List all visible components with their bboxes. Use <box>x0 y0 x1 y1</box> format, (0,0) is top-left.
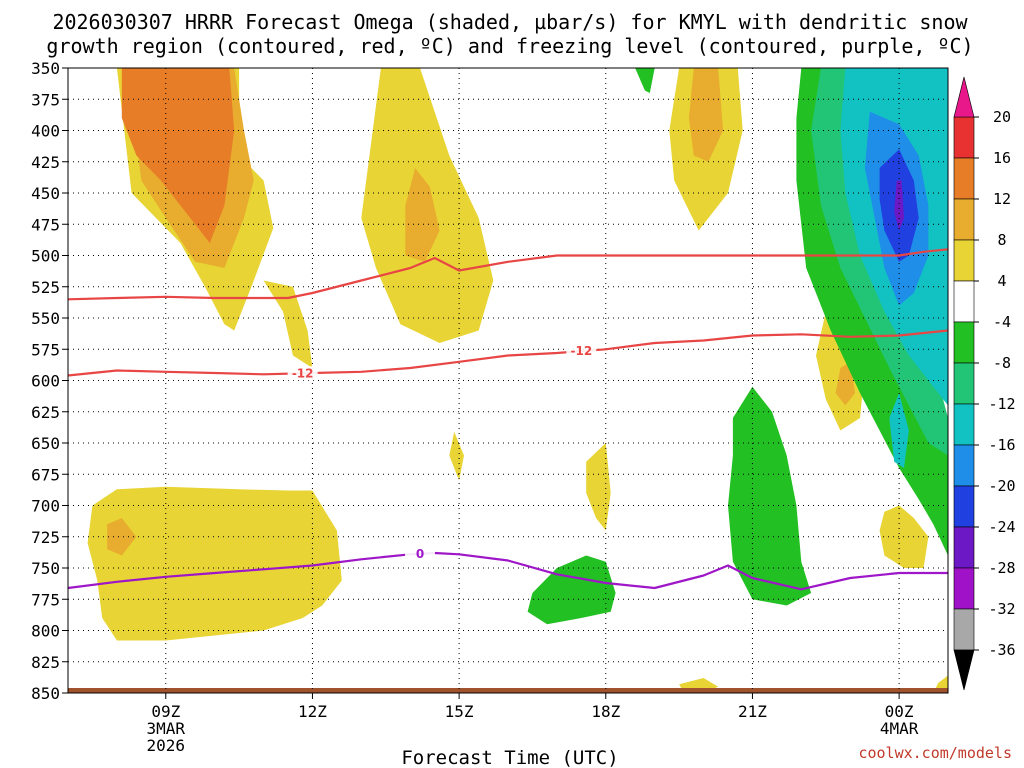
pressure-axis: 350 375 400 425 450 475 500 525 550 575 600 625 650 6… <box>31 59 68 703</box>
x-tick-label-09Z: 09Z <box>151 702 180 721</box>
colorbar-bin-16_20 <box>953 116 975 159</box>
omega-region-m28_m24-0 <box>894 180 904 231</box>
y-tick-label-750: 750 <box>31 559 60 578</box>
y-tick-label-550: 550 <box>31 309 60 328</box>
y-tick-label-600: 600 <box>31 372 60 391</box>
y-tick-label-575: 575 <box>31 340 60 359</box>
y-tick-label-475: 475 <box>31 215 60 234</box>
y-tick-label-425: 425 <box>31 153 60 172</box>
omega-region-m8_m4-1 <box>527 555 616 625</box>
y-tick-label-775: 775 <box>31 590 60 609</box>
omega-region-4_8-5 <box>586 443 611 531</box>
colorbar-bin-12_16 <box>953 157 975 200</box>
y-tick-label-400: 400 <box>31 122 60 141</box>
omega-region-8_12-2 <box>688 68 724 162</box>
contour-label-1-1: -12 <box>570 344 592 358</box>
omega-region-8_12-1 <box>405 168 440 262</box>
colorbar-bottom-triangle <box>953 649 975 691</box>
colorbar-label-16: 16 <box>993 149 1011 167</box>
title-line-1: 2026030307 HRRR Forecast Omega (shaded, … <box>52 10 968 34</box>
colorbar-label--20: -20 <box>988 477 1015 495</box>
contour-line-1 <box>67 329 949 377</box>
colorbar-top-triangle <box>953 76 975 118</box>
colorbar-label--32: -32 <box>988 600 1015 618</box>
omega-region-m8_m4-2 <box>728 386 812 606</box>
colorbar-bin-8_12 <box>953 198 975 241</box>
omega-region-8_12-3 <box>835 361 856 406</box>
colorbar-label-4: 4 <box>997 272 1006 290</box>
x-axis-label: Forecast Time (UTC) <box>401 747 618 768</box>
omega-region-8_12-4 <box>107 518 137 556</box>
colorbar-bin-m24_m20 <box>953 485 975 528</box>
y-tick-label-825: 825 <box>31 653 60 672</box>
colorbar-label--28: -28 <box>988 559 1015 577</box>
contour-label-bg-2-0 <box>405 546 435 561</box>
y-tick-label-450: 450 <box>31 184 60 203</box>
x-tick-label-12Z: 12Z <box>298 702 327 721</box>
colorbar-bin-4_8 <box>953 239 975 282</box>
omega-region-4_8-2 <box>263 280 313 368</box>
shaded-omega-layer <box>68 68 948 693</box>
colorbar-label-12: 12 <box>993 190 1011 208</box>
contour-lines: -12 -12 0 <box>67 248 949 591</box>
y-tick-label-850: 850 <box>31 684 60 703</box>
credit-text: coolwx.com/models <box>858 744 1012 762</box>
contour-line-2 <box>67 551 948 591</box>
y-tick-label-650: 650 <box>31 434 60 453</box>
x-tick-date-09Z: 3MAR <box>147 719 186 738</box>
omega-region-4_8-4 <box>449 431 464 481</box>
colorbar-label--12: -12 <box>988 395 1015 413</box>
colorbar-label--36: -36 <box>988 641 1015 659</box>
y-tick-label-625: 625 <box>31 403 60 422</box>
y-tick-label-700: 700 <box>31 497 60 516</box>
chart-title: 2026030307 HRRR Forecast Omega (shaded, … <box>46 10 973 58</box>
ground-strip <box>68 688 948 693</box>
colorbar-bin-m36_m32 <box>953 608 975 651</box>
colorbar-label--8: -8 <box>993 354 1011 372</box>
x-tick-year-09Z: 2026 <box>147 736 186 755</box>
x-tick-label-00Z: 00Z <box>885 702 914 721</box>
y-tick-label-725: 725 <box>31 528 60 547</box>
contour-label-1-0: -12 <box>292 366 314 380</box>
colorbar-label--4: -4 <box>993 313 1011 331</box>
colorbar-legend: 20 16 12 8 4 -4 -8 -12 -16 -20 -24 -28 -32 -36 <box>953 76 1016 691</box>
title-line-2: growth region (contoured, red, ºC) and f… <box>46 34 973 58</box>
colorbar-label-20: 20 <box>993 108 1011 126</box>
y-tick-label-500: 500 <box>31 247 60 266</box>
x-tick-label-15Z: 15Z <box>445 702 474 721</box>
omega-region-m16_m12-1 <box>889 393 909 468</box>
contour-label-bg-1-0 <box>287 366 318 381</box>
y-tick-label-375: 375 <box>31 90 60 109</box>
colorbar-label--16: -16 <box>988 436 1015 454</box>
y-tick-label-350: 350 <box>31 59 60 78</box>
y-tick-label-675: 675 <box>31 465 60 484</box>
colorbar-label--24: -24 <box>988 518 1015 536</box>
colorbar-bin-m20_m16 <box>953 444 975 487</box>
colorbar-bin-m32_m28 <box>953 567 975 610</box>
colorbar-bin-m28_m24 <box>953 526 975 569</box>
colorbar-bin-m4_4 <box>953 280 975 323</box>
omega-region-4_8-8 <box>87 486 342 641</box>
omega-region-12_16-0 <box>121 68 235 243</box>
y-tick-label-800: 800 <box>31 622 60 641</box>
colorbar-bin-m12_m8 <box>953 362 975 405</box>
colorbar-bin-m8_m4 <box>953 321 975 364</box>
colorbar-bin-m16_m12 <box>953 403 975 446</box>
contour-label-2-0: 0 <box>416 547 424 561</box>
dotted-grid <box>68 68 948 693</box>
x-tick-label-18Z: 18Z <box>591 702 620 721</box>
colorbar-label-8: 8 <box>997 231 1006 249</box>
contour-label-bg-1-1 <box>566 344 597 359</box>
shaded-groups <box>68 68 948 693</box>
contour-line-0 <box>67 248 949 301</box>
omega-region-m8_m4-0 <box>635 68 655 93</box>
y-tick-label-525: 525 <box>31 278 60 297</box>
x-tick-date-00Z: 4MAR <box>880 719 919 738</box>
omega-region-4_8-9 <box>879 505 929 568</box>
x-tick-label-21Z: 21Z <box>738 702 767 721</box>
